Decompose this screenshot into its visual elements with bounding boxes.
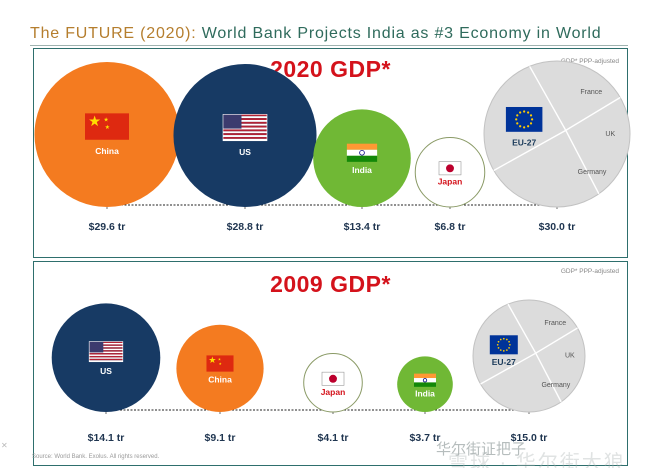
bubble-2020-japan-value-label: $6.8 tr bbox=[435, 221, 466, 233]
svg-text:★: ★ bbox=[219, 362, 222, 366]
bubble-2020-india-value-label: $13.4 tr bbox=[344, 221, 381, 233]
bubble-2009-eu-27-segment-line bbox=[535, 327, 578, 354]
bubble-2020-us-flag-icon bbox=[222, 114, 268, 142]
bubble-2009-japan-name: Japan bbox=[321, 387, 346, 397]
bubble-2009-india-value-label: $3.7 tr bbox=[410, 432, 441, 444]
bubble-2009-us-value-label: $14.1 tr bbox=[88, 432, 125, 444]
page-headline: The FUTURE (2020): World Bank Projects I… bbox=[30, 25, 630, 43]
corner-mark: ✕ bbox=[1, 441, 8, 450]
bubble-2020-eu-27-segment-label: UK bbox=[605, 131, 615, 138]
svg-text:★: ★ bbox=[105, 124, 110, 131]
svg-text:★: ★ bbox=[103, 116, 108, 123]
bubble-2020-japan-flag-icon bbox=[438, 161, 462, 176]
bubble-2020-eu-27-flag-icon bbox=[505, 106, 543, 132]
ppp-note-2009: GDP* PPP-adjusted bbox=[560, 268, 619, 275]
ppp-note-2020: GDP* PPP-adjusted bbox=[560, 58, 619, 65]
bubble-2009-china-value-label: $9.1 tr bbox=[205, 432, 236, 444]
bubble-2020-eu-27-segment-line bbox=[565, 96, 621, 131]
bubble-2020-japan-name: Japan bbox=[438, 177, 463, 187]
bubble-2020-india-flag-icon bbox=[346, 143, 378, 162]
watermark-site: 雪球 · 华尔街大狼 bbox=[448, 452, 626, 468]
headline-prefix: The FUTURE (2020): bbox=[30, 25, 197, 42]
svg-text:★: ★ bbox=[88, 114, 101, 130]
copyright-footer: Source: World Bank. Exolus. All rights r… bbox=[32, 454, 160, 460]
bubble-2009-eu-27-segment-label: UK bbox=[565, 353, 575, 360]
svg-text:★: ★ bbox=[218, 357, 221, 361]
bubble-2020-eu-27-segment-line bbox=[529, 65, 567, 131]
headline-divider bbox=[30, 45, 628, 46]
bubble-2020-eu-27-name: EU-27 bbox=[512, 138, 536, 148]
bubble-2020-india-name: India bbox=[352, 165, 372, 175]
bubble-2009-us-name: US bbox=[100, 366, 112, 376]
bubble-2009-eu-27-flag-icon bbox=[489, 335, 518, 355]
bubble-2009-eu-27-segment-line bbox=[480, 352, 537, 385]
bubble-2009-eu-27-segment-line bbox=[535, 352, 562, 403]
bubble-2020-china-flag-icon: ★ ★★ bbox=[85, 113, 129, 140]
bubble-2009-japan-value-label: $4.1 tr bbox=[318, 432, 349, 444]
watermark-text: 华尔街证把子 bbox=[436, 441, 527, 458]
bubble-2020-eu-27-segment-line bbox=[493, 129, 567, 172]
bubble-2009-eu-27-segment-line bbox=[507, 303, 537, 354]
bubble-2009-eu-27-value-label: $15.0 tr bbox=[511, 432, 548, 444]
bubble-2020-eu-27-value-label: $30.0 tr bbox=[539, 221, 576, 233]
bubble-2020-us-value-label: $28.8 tr bbox=[227, 221, 264, 233]
bubble-2020-china-name: China bbox=[95, 146, 119, 156]
bubble-2009-india-name: India bbox=[415, 388, 435, 398]
svg-text:★: ★ bbox=[208, 356, 216, 366]
bubble-2020-us-name: US bbox=[239, 147, 251, 157]
bubble-2009-eu-27-segment-label: Germany bbox=[541, 382, 570, 389]
bubble-2020-eu-27 bbox=[483, 60, 631, 208]
chart-title-2020: 2020 GDP* bbox=[270, 56, 391, 82]
bubble-2020-china-value-label: $29.6 tr bbox=[89, 221, 126, 233]
bubble-2009-eu-27-segment-label: France bbox=[544, 320, 566, 327]
bubble-2009-eu-27 bbox=[472, 299, 586, 413]
bubble-2009-china-name: China bbox=[208, 374, 232, 384]
bubble-2020-eu-27-segment-label: France bbox=[580, 89, 602, 96]
bubble-2009-japan-flag-icon bbox=[321, 371, 345, 386]
bubble-2009-india-flag-icon bbox=[414, 373, 436, 387]
bubble-2009-china-flag-icon: ★ ★★ bbox=[206, 355, 234, 372]
bubble-2020-eu-27-segment-label: Germany bbox=[578, 169, 607, 176]
bubble-2009-us-flag-icon bbox=[88, 341, 124, 363]
headline-text: World Bank Projects India as #3 Economy … bbox=[201, 25, 602, 42]
chart-title-2009: 2009 GDP* bbox=[270, 271, 391, 297]
bubble-2009-eu-27-name: EU-27 bbox=[492, 357, 516, 367]
bubble-2020-eu-27-segment-line bbox=[565, 130, 600, 195]
